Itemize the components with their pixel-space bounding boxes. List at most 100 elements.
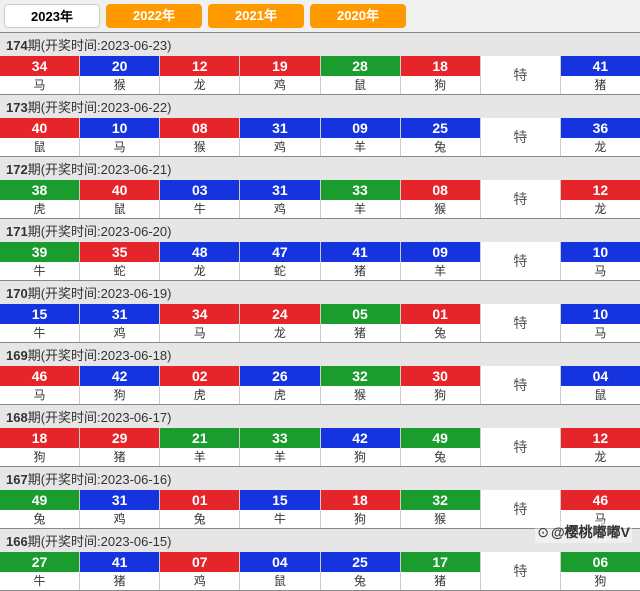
draw-row: 39牛35蛇48龙47蛇41猪09羊特10马 [0, 242, 640, 280]
te-label: 特 [481, 552, 561, 590]
ball-zodiac: 猪 [561, 76, 640, 94]
ball-cell: 35蛇 [80, 242, 160, 280]
ball-zodiac: 虎 [0, 200, 79, 218]
ball-zodiac: 猪 [321, 324, 400, 342]
ball-number: 38 [0, 180, 79, 200]
draw-row: 18狗29猪21羊33羊42狗49兔特12龙 [0, 428, 640, 466]
watermark-text: @樱桃嘟嘟V [551, 522, 630, 542]
ball-number: 31 [80, 490, 159, 510]
draw-row: 27牛41猪07鸡04鼠25兔17猪特06狗 [0, 552, 640, 590]
te-label: 特 [481, 304, 561, 342]
ball-zodiac: 鼠 [0, 138, 79, 156]
ball-cell: 47蛇 [240, 242, 320, 280]
ball-cell: 49兔 [0, 490, 80, 528]
ball-number: 18 [0, 428, 79, 448]
ball-zodiac: 猪 [401, 572, 480, 590]
ball-zodiac: 鸡 [240, 138, 319, 156]
ball-number: 24 [240, 304, 319, 324]
ball-zodiac: 牛 [160, 200, 239, 218]
ball-number: 25 [321, 552, 400, 572]
year-tab-2[interactable]: 2021年 [208, 4, 304, 28]
ball-cell: 30狗 [401, 366, 481, 404]
ball-number: 21 [160, 428, 239, 448]
ball-cell: 15牛 [0, 304, 80, 342]
te-label: 特 [481, 242, 561, 280]
draw-168: 168期(开奖时间:2023-06-17)18狗29猪21羊33羊42狗49兔特… [0, 405, 640, 467]
ball-cell: 10马 [561, 242, 640, 280]
ball-zodiac: 虎 [160, 386, 239, 404]
ball-number: 35 [80, 242, 159, 262]
ball-cell: 18狗 [0, 428, 80, 466]
ball-zodiac: 羊 [321, 138, 400, 156]
ball-number: 33 [321, 180, 400, 200]
ball-cell: 20猴 [80, 56, 160, 94]
ball-number: 46 [561, 490, 640, 510]
ball-zodiac: 猴 [321, 386, 400, 404]
ball-number: 36 [561, 118, 640, 138]
ball-cell: 24龙 [240, 304, 320, 342]
ball-cell: 36龙 [561, 118, 640, 156]
ball-cell: 04鼠 [240, 552, 320, 590]
ball-cell: 39牛 [0, 242, 80, 280]
ball-zodiac: 狗 [0, 448, 79, 466]
ball-number: 40 [0, 118, 79, 138]
ball-cell: 12龙 [561, 180, 640, 218]
ball-number: 10 [561, 242, 640, 262]
te-label: 特 [481, 118, 561, 156]
ball-number: 08 [160, 118, 239, 138]
ball-zodiac: 龙 [160, 262, 239, 280]
ball-number: 18 [321, 490, 400, 510]
ball-number: 04 [240, 552, 319, 572]
ball-number: 32 [321, 366, 400, 386]
ball-number: 41 [80, 552, 159, 572]
ball-cell: 31鸡 [80, 304, 160, 342]
ball-number: 09 [321, 118, 400, 138]
ball-zodiac: 狗 [561, 572, 640, 590]
ball-zodiac: 虎 [240, 386, 319, 404]
ball-number: 27 [0, 552, 79, 572]
ball-cell: 27牛 [0, 552, 80, 590]
te-label: 特 [481, 56, 561, 94]
draw-row: 15牛31鸡34马24龙05猪01兔特10马 [0, 304, 640, 342]
ball-cell: 17猪 [401, 552, 481, 590]
ball-cell: 31鸡 [240, 180, 320, 218]
draw-row: 38虎40鼠03牛31鸡33羊08猴特12龙 [0, 180, 640, 218]
ball-number: 12 [561, 180, 640, 200]
year-tab-0[interactable]: 2023年 [4, 4, 100, 28]
draw-row: 40鼠10马08猴31鸡09羊25兔特36龙 [0, 118, 640, 156]
ball-zodiac: 羊 [240, 448, 319, 466]
ball-zodiac: 猴 [401, 200, 480, 218]
ball-zodiac: 鸡 [160, 572, 239, 590]
ball-number: 17 [401, 552, 480, 572]
ball-number: 42 [321, 428, 400, 448]
ball-number: 31 [80, 304, 159, 324]
ball-number: 31 [240, 118, 319, 138]
ball-cell: 09羊 [321, 118, 401, 156]
ball-cell: 48龙 [160, 242, 240, 280]
year-tab-3[interactable]: 2020年 [310, 4, 406, 28]
ball-cell: 10马 [80, 118, 160, 156]
ball-number: 20 [80, 56, 159, 76]
ball-number: 06 [561, 552, 640, 572]
te-label: 特 [481, 428, 561, 466]
ball-number: 49 [0, 490, 79, 510]
ball-zodiac: 兔 [321, 572, 400, 590]
ball-cell: 15牛 [240, 490, 320, 528]
ball-zodiac: 羊 [401, 262, 480, 280]
ball-number: 48 [160, 242, 239, 262]
ball-number: 47 [240, 242, 319, 262]
year-tab-1[interactable]: 2022年 [106, 4, 202, 28]
ball-cell: 31鸡 [240, 118, 320, 156]
ball-cell: 05猪 [321, 304, 401, 342]
ball-zodiac: 狗 [401, 76, 480, 94]
ball-number: 08 [401, 180, 480, 200]
ball-zodiac: 龙 [240, 324, 319, 342]
ball-zodiac: 鸡 [80, 324, 159, 342]
ball-number: 15 [240, 490, 319, 510]
ball-cell: 32猴 [401, 490, 481, 528]
ball-cell: 32猴 [321, 366, 401, 404]
ball-zodiac: 狗 [321, 448, 400, 466]
ball-number: 46 [0, 366, 79, 386]
ball-zodiac: 猪 [80, 572, 159, 590]
ball-number: 41 [321, 242, 400, 262]
